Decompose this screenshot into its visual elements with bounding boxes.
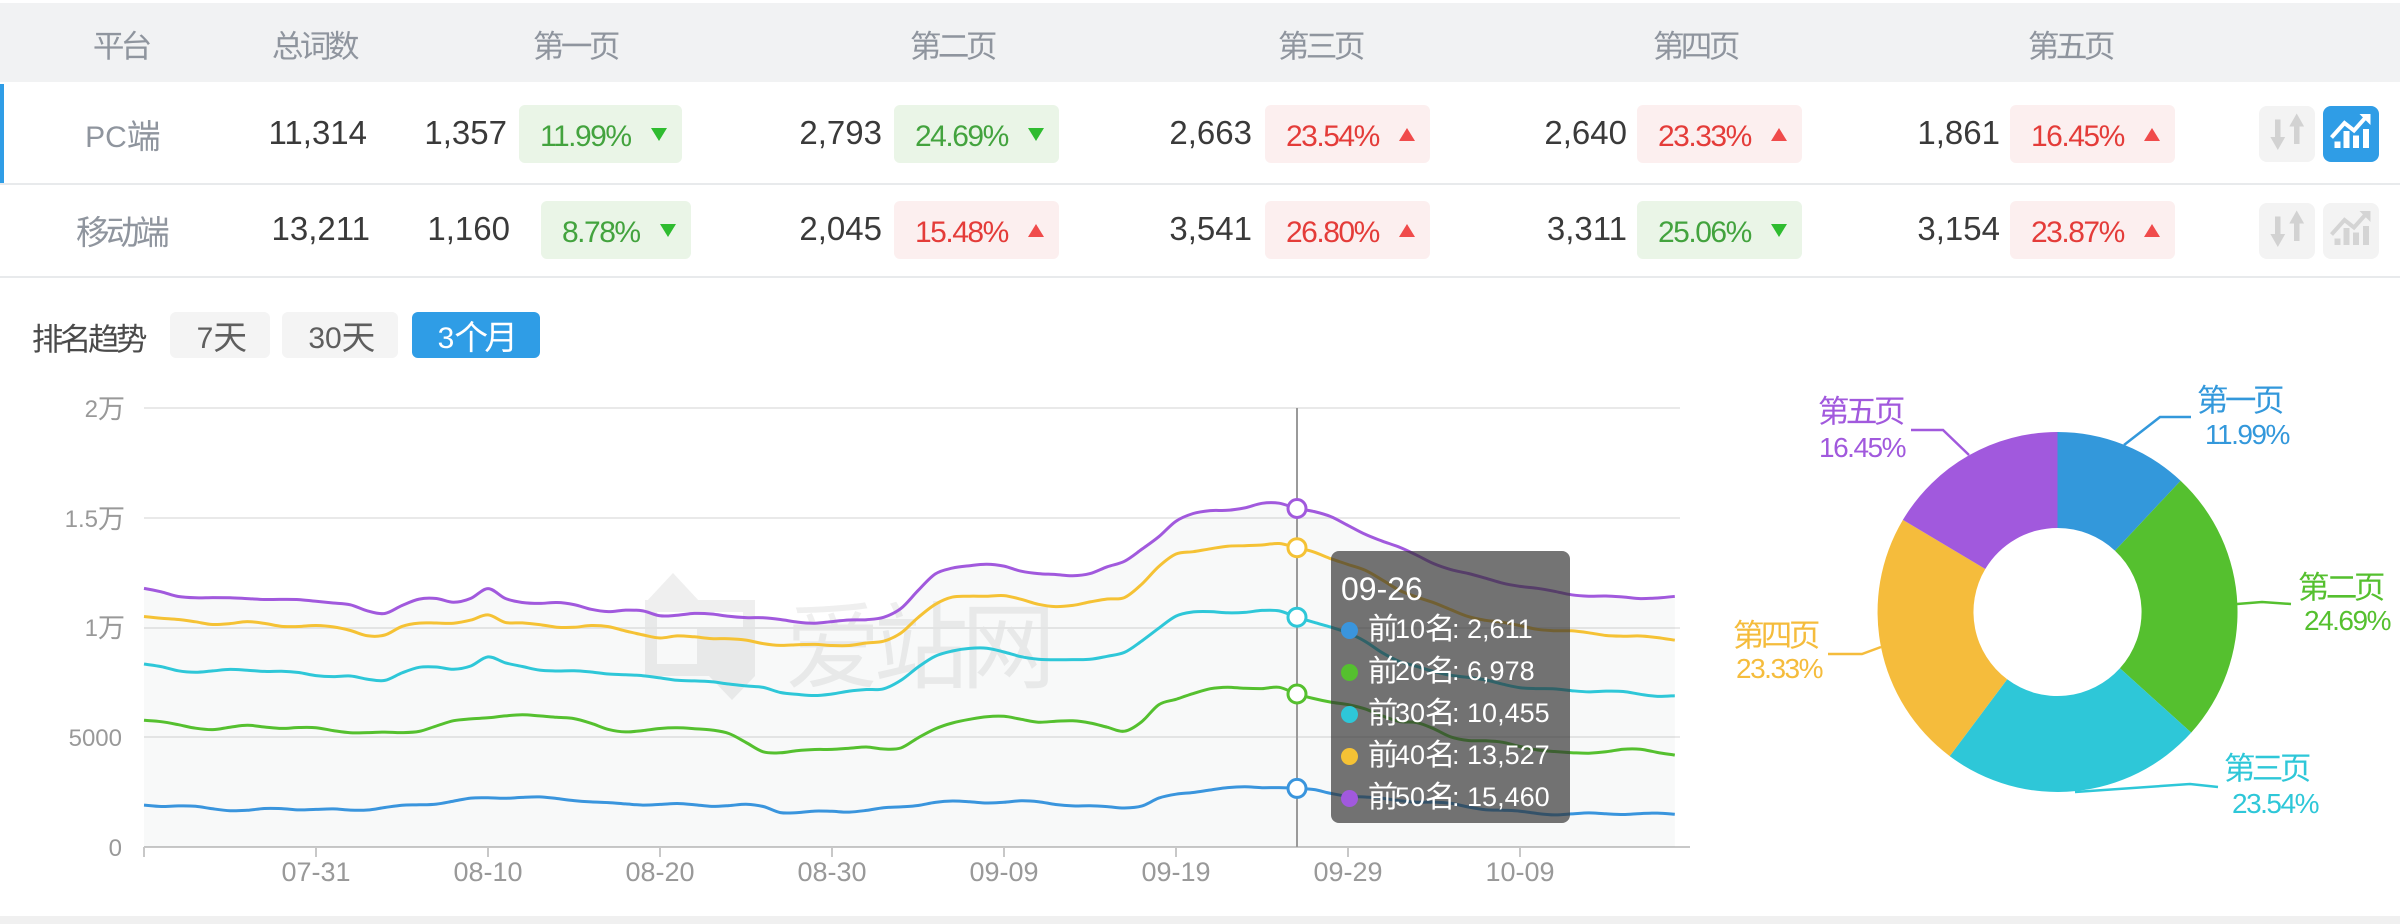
svg-text:1万: 1万 <box>85 608 124 643</box>
svg-text:0: 0 <box>109 828 122 863</box>
svg-text:第一页: 第一页 <box>2197 379 2283 419</box>
svg-text:第三页: 第三页 <box>2224 747 2310 787</box>
svg-text:08-20: 08-20 <box>625 850 694 889</box>
svg-text:16.45%: 16.45% <box>1819 426 1906 466</box>
svg-text:23.54%: 23.54% <box>2232 782 2319 822</box>
svg-text:24.69%: 24.69% <box>2304 599 2391 639</box>
svg-text:第二页: 第二页 <box>2298 566 2384 606</box>
svg-text:5000: 5000 <box>69 718 122 753</box>
svg-text:08-10: 08-10 <box>453 850 522 889</box>
svg-text:07-31: 07-31 <box>281 850 350 889</box>
svg-text:2万: 2万 <box>85 389 124 424</box>
svg-text:1.5万: 1.5万 <box>65 499 124 534</box>
svg-text:爱站网: 爱站网 <box>786 581 1050 702</box>
svg-text:第四页: 第四页 <box>1733 614 1819 654</box>
svg-text:第五页: 第五页 <box>1818 390 1904 430</box>
svg-text:10-09: 10-09 <box>1485 850 1554 889</box>
svg-text:09-29: 09-29 <box>1313 850 1382 889</box>
svg-text:11.99%: 11.99% <box>2205 413 2289 453</box>
svg-text:09-09: 09-09 <box>969 850 1038 889</box>
svg-text:08-30: 08-30 <box>797 850 866 889</box>
svg-text:23.33%: 23.33% <box>1736 647 1823 687</box>
svg-text:09-19: 09-19 <box>1141 850 1210 889</box>
